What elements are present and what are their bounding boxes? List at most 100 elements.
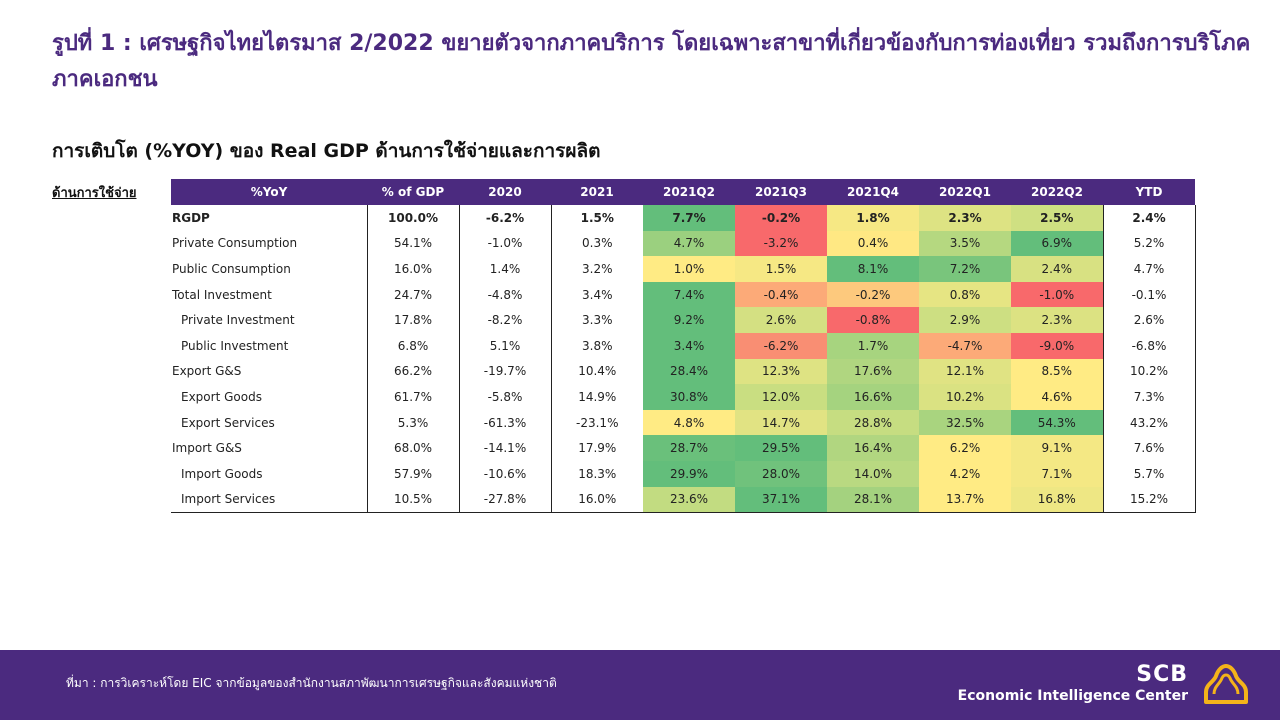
table-cell: 12.1%: [919, 358, 1011, 385]
scb-logo-text: SCB: [1136, 662, 1188, 687]
table-cell: 30.8%: [643, 384, 735, 410]
table-cell: 7.1%: [1011, 460, 1104, 487]
table-cell: 8.1%: [827, 256, 919, 282]
table-row: Export G&S 66.2% -19.7% 10.4% 28.4% 12.3% 17.6…: [171, 358, 1196, 385]
table-cell: 37.1%: [735, 486, 827, 513]
table-cell: 3.5%: [919, 230, 1011, 257]
table-cell: 18.3%: [578, 466, 617, 481]
table-cell: 0.3%: [582, 236, 613, 251]
table-cell: 16.8%: [1011, 486, 1104, 513]
table-cell: 2.5%: [1011, 205, 1104, 231]
table-cell: -27.8%: [459, 486, 552, 513]
table-cell: 4.7%: [1103, 256, 1196, 282]
table-cell: 2.3%: [919, 205, 1011, 231]
column-header: 2021Q2: [643, 179, 735, 205]
table-cell: 1.0%: [643, 256, 735, 282]
table-cell: 14.7%: [735, 409, 827, 436]
table-cell: 43.2%: [1103, 409, 1196, 436]
table-cell: 28.1%: [827, 486, 919, 513]
table-row: Import Goods 57.9% -10.6% 18.3% 29.9% 28.0% 14…: [171, 460, 1196, 487]
table-row: Import Services 10.5% -27.8% 16.0% 23.6% 37.1…: [171, 486, 1196, 513]
table-cell: 12.3%: [735, 358, 827, 385]
table-cell: 2.6%: [1103, 307, 1196, 333]
table-cell: 7.7%: [643, 205, 735, 231]
table-cell: 29.9%: [643, 460, 735, 487]
table-cell: 5.7%: [1103, 460, 1196, 487]
table-cell: 7.6%: [1103, 435, 1196, 461]
table-cell: 4.6%: [1011, 384, 1104, 410]
table-row: RGDP 100.0% -6.2% 1.5% 7.7% -0.2% 1.8% 2.3% 2.5%…: [171, 205, 1196, 231]
table-cell: 10.4%: [578, 364, 617, 379]
table-cell: 17.6%: [827, 358, 919, 385]
table-cell: 32.5%: [919, 409, 1011, 436]
chart-subtitle: การเติบโต (%YOY) ของ Real GDP ด้านการใช้…: [52, 140, 601, 162]
table-cell: 66.2%: [367, 358, 460, 385]
table-cell: 100.0%: [367, 205, 460, 231]
table-cell: -0.8%: [827, 307, 919, 333]
column-header: %YoY: [171, 179, 367, 205]
table-cell: 14.0%: [827, 460, 919, 487]
table-cell: 12.0%: [735, 384, 827, 410]
table-cell: -0.4%: [735, 281, 827, 308]
table-cell: 7.2%: [919, 256, 1011, 282]
table-cell: 1.4%: [459, 256, 552, 282]
table-cell: 10.5%: [367, 486, 460, 513]
row-label: Export Goods: [171, 384, 368, 410]
column-header: % of GDP: [367, 179, 459, 205]
table-cell: -0.2%: [827, 281, 919, 308]
table-cell: -0.2%: [735, 205, 827, 231]
column-header: 2021: [551, 179, 643, 205]
table-row: Import G&S 68.0% -14.1% 17.9% 28.7% 29.5% 16.4…: [171, 435, 1196, 461]
row-label: Private Consumption: [171, 230, 368, 257]
table-cell: 16.6%: [827, 384, 919, 410]
table-cell: 2.4%: [1011, 256, 1104, 282]
table-cell: 3.3%: [582, 313, 613, 328]
table-cell: 2.3%: [1011, 307, 1104, 333]
column-header: 2021Q3: [735, 179, 827, 205]
table-cell: 2.9%: [919, 307, 1011, 333]
table-cell: -10.6%: [459, 460, 552, 487]
row-label: Import Goods: [171, 460, 368, 487]
table-cell: 6.9%: [1011, 230, 1104, 257]
table-cell: 1.5%: [735, 256, 827, 282]
table-cell: 2.6%: [735, 307, 827, 333]
table-cell: -61.3%: [459, 409, 552, 436]
column-header: 2022Q1: [919, 179, 1011, 205]
table-cell: 15.2%: [1103, 486, 1196, 513]
table-cell: -8.2%: [459, 307, 552, 333]
table-cell: 6.8%: [367, 332, 460, 359]
table-cell: -23.1%: [576, 415, 619, 430]
row-label: Import G&S: [171, 435, 368, 461]
table-cell: 8.5%: [1011, 358, 1104, 385]
table-cell: 9.2%: [643, 307, 735, 333]
table-cell: -6.8%: [1103, 332, 1196, 359]
table-cell: -6.2%: [459, 205, 552, 231]
table-row: Export Services 5.3% -61.3% -23.1% 4.8% 14.7%…: [171, 409, 1196, 436]
table-cell: 16.4%: [827, 435, 919, 461]
eic-logo-text: Economic Intelligence Center: [957, 688, 1188, 704]
gdp-growth-table: %YoY% of GDP 2020 2021 2021Q2 2021Q3 2021Q4 20…: [171, 179, 1196, 513]
table-cell: 24.7%: [367, 281, 460, 308]
table-body: RGDP 100.0% -6.2% 1.5% 7.7% -0.2% 1.8% 2.3% 2.5%…: [171, 205, 1196, 513]
table-cell: 54.3%: [1011, 409, 1104, 436]
table-cell: 6.2%: [919, 435, 1011, 461]
table-cell: -19.7%: [459, 358, 552, 385]
table-cell: 5.1%: [459, 332, 552, 359]
table-row: Total Investment 24.7% -4.8% 3.4% 7.4% -0.4% -…: [171, 281, 1196, 308]
table-cell: -0.1%: [1103, 281, 1196, 308]
table-cell: 3.2%: [582, 261, 613, 276]
column-header: 2020: [459, 179, 551, 205]
table-cell: 23.6%: [643, 486, 735, 513]
row-label: Total Investment: [171, 281, 368, 308]
table-row: Private Investment 17.8% -8.2% 3.3% 9.2% 2.6%…: [171, 307, 1196, 333]
table-cell: 4.2%: [919, 460, 1011, 487]
column-header: YTD: [1103, 179, 1195, 205]
row-label: Export G&S: [171, 358, 368, 385]
table-cell: 3.4%: [582, 287, 613, 302]
table-row: Private Consumption 54.1% -1.0% 0.3% 4.7% -3.…: [171, 230, 1196, 257]
table-row: Export Goods 61.7% -5.8% 14.9% 30.8% 12.0% 16.…: [171, 384, 1196, 410]
table-cell: 16.0%: [551, 486, 643, 513]
table-cell: -4.7%: [919, 332, 1011, 359]
table-cell: -1.0%: [459, 230, 552, 257]
table-cell: -1.0%: [1011, 281, 1104, 308]
